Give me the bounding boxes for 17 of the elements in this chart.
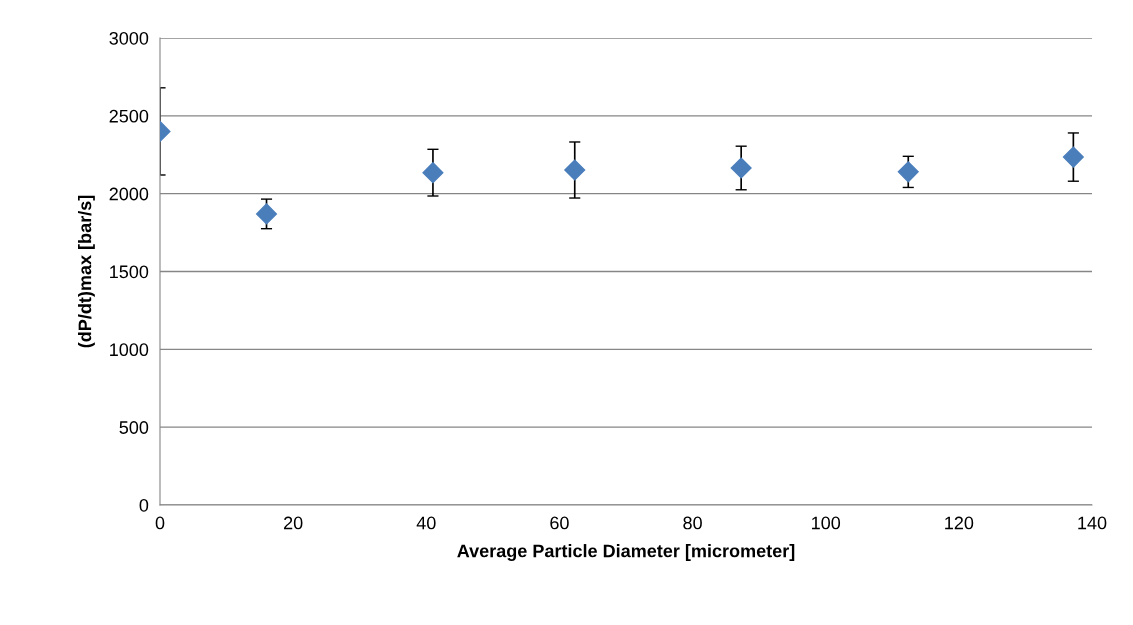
x-tick-label: 20: [284, 516, 303, 530]
x-tick-label: 0: [155, 516, 165, 530]
x-tick-label: 60: [550, 516, 569, 530]
y-axis-title: (dP/dt)max [bar/s]: [78, 195, 95, 348]
y-tick-label: 1500: [110, 265, 149, 279]
x-tick-label: 80: [683, 516, 702, 530]
y-tick-label: 3000: [109, 31, 149, 45]
y-tick-label: 500: [119, 421, 149, 434]
x-tick-label: 100: [812, 516, 841, 530]
y-tick-label: 2000: [109, 187, 149, 201]
y-tick-label: 0: [139, 498, 149, 512]
x-tick-label: 140: [1078, 516, 1107, 530]
x-tick-label: 120: [945, 516, 974, 530]
x-axis-title: Average Particle Diameter [micrometer]: [457, 544, 795, 561]
x-tick-label: 40: [416, 516, 436, 530]
y-tick-label: 1000: [110, 343, 149, 357]
y-tick-label: 2500: [109, 109, 149, 123]
